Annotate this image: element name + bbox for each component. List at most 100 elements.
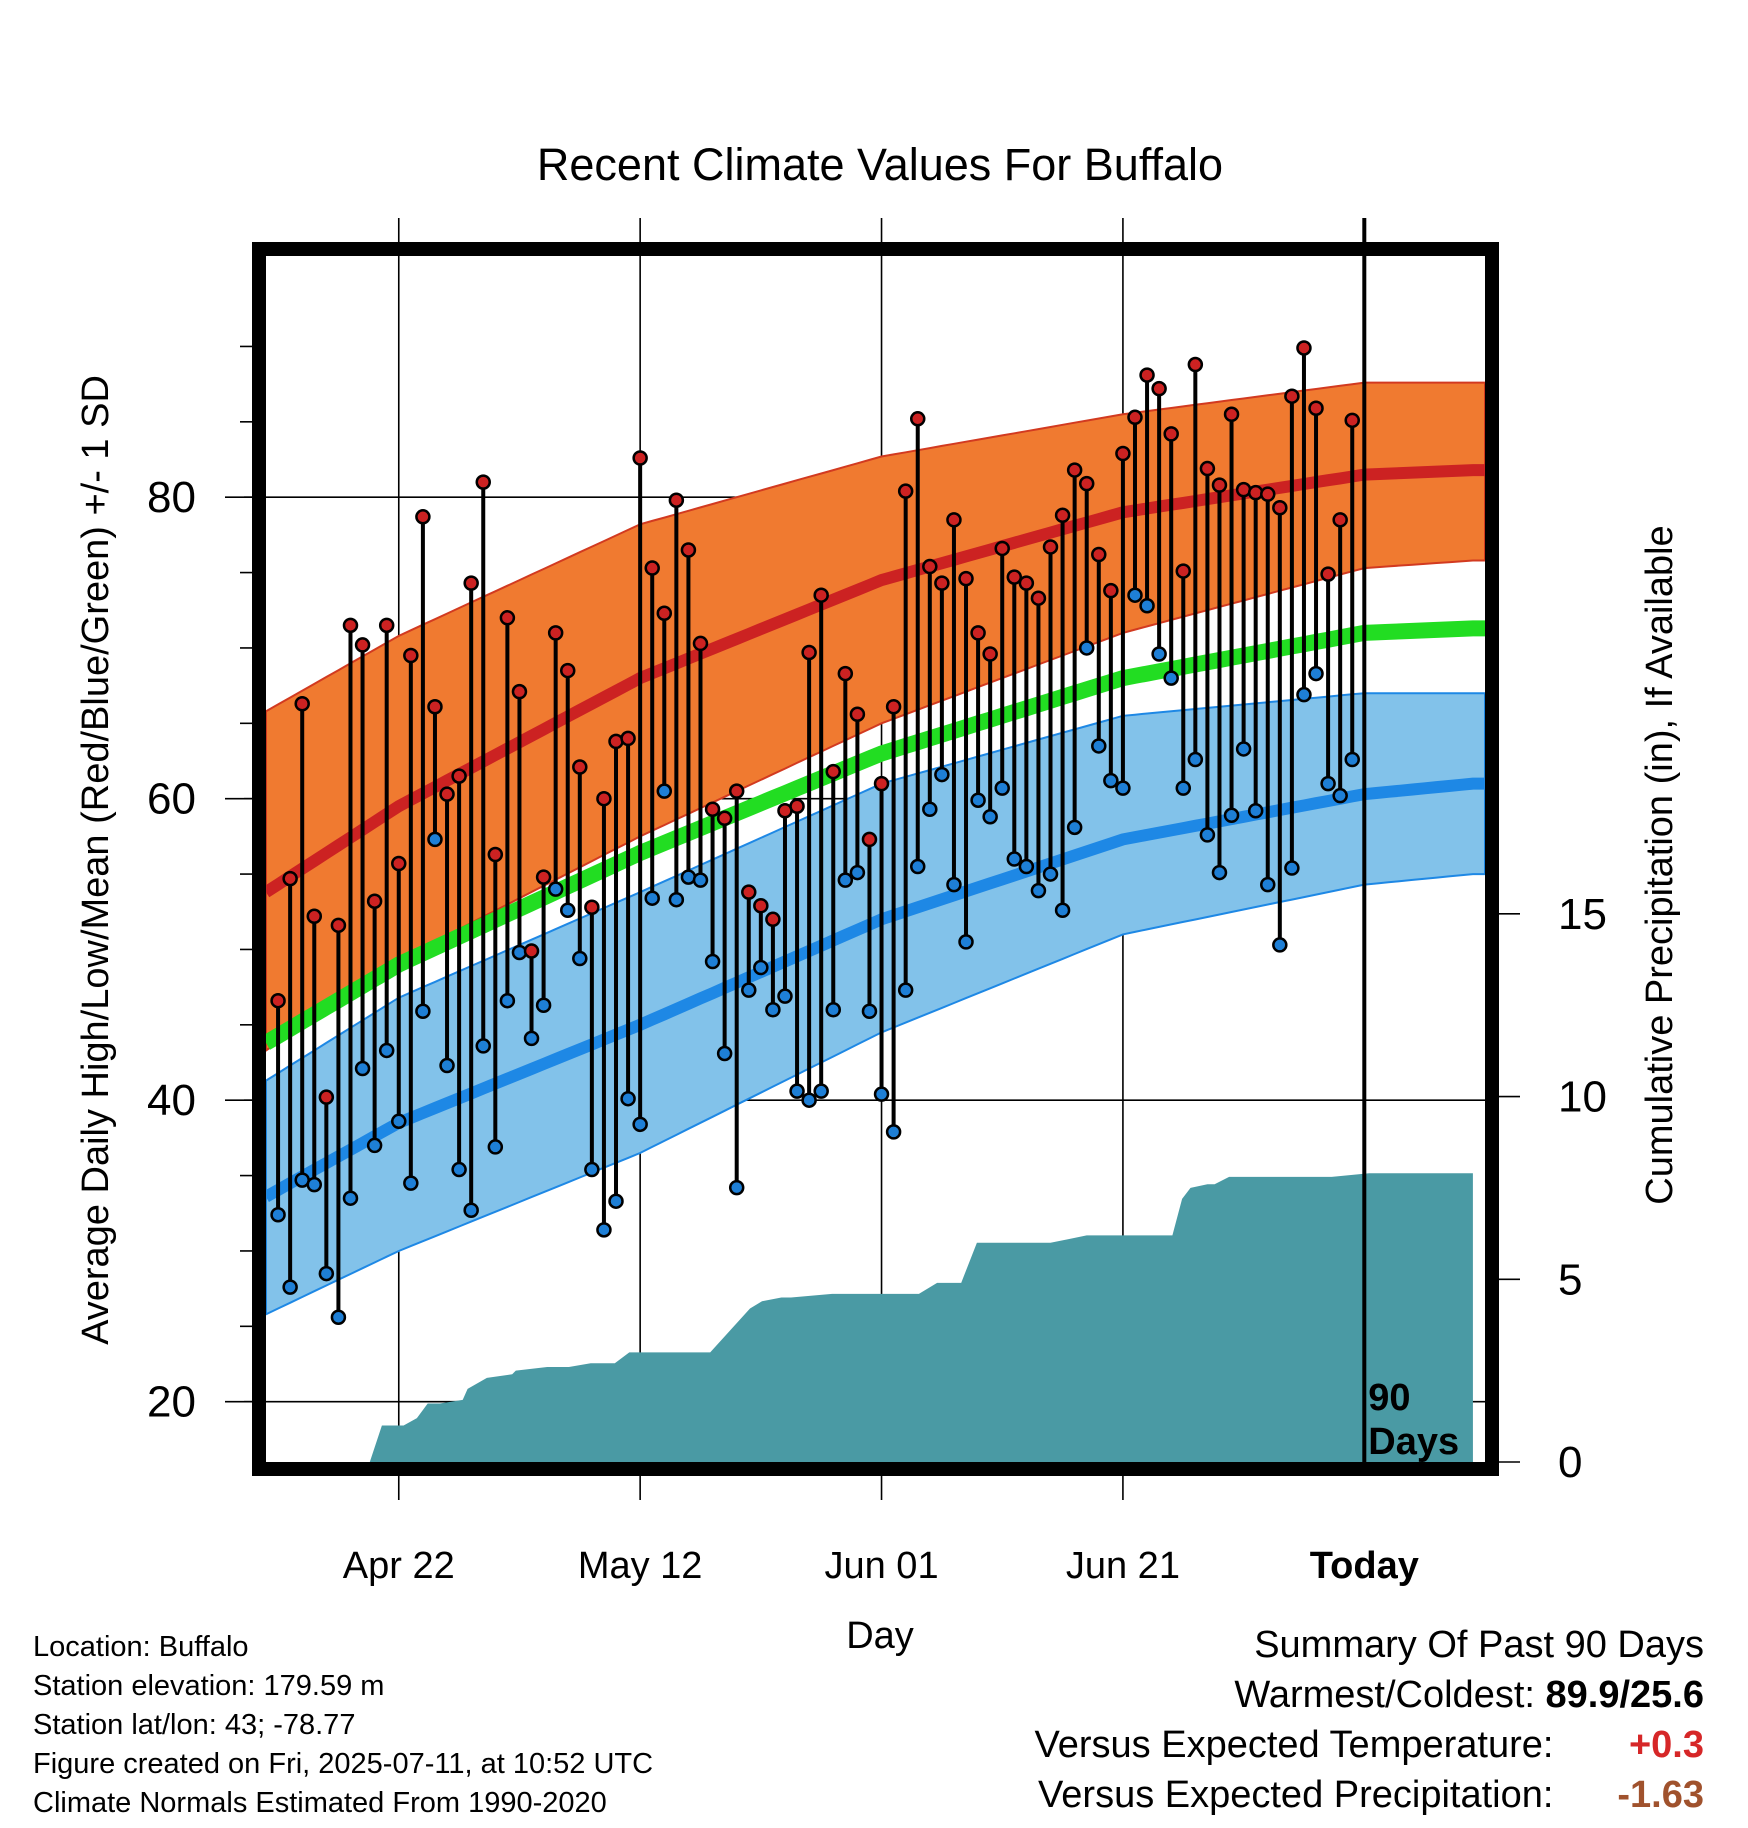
high-point (837, 665, 854, 682)
low-point (1139, 597, 1155, 614)
high-point (934, 575, 950, 591)
low-point (282, 1279, 298, 1295)
high-point (1078, 475, 1095, 492)
low-point (1187, 751, 1204, 768)
low-point (777, 988, 793, 1004)
low-point (1296, 686, 1312, 703)
station-info: Location: Buffalo Station elevation: 179… (33, 1628, 653, 1823)
high-point (692, 635, 709, 652)
high-point (704, 801, 721, 818)
high-point (1260, 486, 1276, 502)
high-point (741, 884, 757, 900)
low-point (873, 1086, 890, 1102)
high-point (523, 943, 540, 959)
low-point (656, 783, 673, 799)
low-point (692, 872, 709, 888)
low-point (728, 1179, 745, 1196)
high-point (1091, 546, 1107, 563)
low-point (982, 809, 998, 825)
high-point (306, 908, 323, 925)
high-point (572, 759, 588, 775)
today-days-number: 90 (1368, 1377, 1410, 1419)
high-point (958, 570, 974, 587)
y2-axis-label: Cumulative Precipitation (in), If Availa… (1639, 525, 1681, 1204)
low-point (1332, 787, 1348, 804)
low-point (1284, 860, 1300, 876)
low-point (1308, 665, 1324, 682)
high-point (1139, 367, 1155, 383)
daily-points (270, 340, 1360, 1326)
location-text: Location: Buffalo (33, 1631, 249, 1663)
high-point (982, 646, 998, 662)
y2-tick-label: 5 (1558, 1255, 1582, 1304)
x-tick-label: Jun 01 (824, 1545, 938, 1587)
low-point (559, 902, 576, 919)
high-point (1308, 400, 1324, 417)
low-point (487, 1139, 504, 1155)
low-point (354, 1060, 371, 1077)
low-point (1320, 775, 1336, 792)
low-point (439, 1057, 455, 1074)
high-point (1030, 590, 1047, 606)
low-point (753, 959, 769, 976)
low-point (1211, 864, 1228, 881)
y-tick-label: 60 (147, 775, 196, 824)
high-point (294, 695, 310, 712)
low-point (463, 1202, 479, 1218)
high-point (1175, 563, 1192, 579)
high-point (535, 869, 552, 885)
high-point (789, 798, 805, 814)
high-point (825, 763, 842, 780)
high-point (511, 683, 528, 700)
high-point (1272, 500, 1288, 516)
temp-value: +0.3 (1628, 1724, 1704, 1766)
high-point (391, 855, 407, 872)
low-point (535, 997, 552, 1013)
high-point (801, 644, 817, 661)
low-point (306, 1176, 323, 1193)
low-point (608, 1193, 624, 1209)
low-point (451, 1161, 467, 1178)
elevation-text: Station elevation: 179.59 m (33, 1670, 385, 1702)
y2-tick-label: 0 (1558, 1438, 1582, 1487)
precip-row: Versus Expected Precipitation: -1.63 (1035, 1770, 1704, 1820)
low-point (1030, 882, 1047, 899)
high-point (849, 706, 866, 723)
low-point (704, 953, 721, 970)
low-point (644, 890, 660, 906)
high-point (596, 790, 612, 807)
high-point (632, 450, 648, 466)
precipitation-area (266, 1173, 1473, 1462)
y-tick-label: 20 (147, 1378, 196, 1427)
axes: 20 40 60 80 0 5 10 15 Apr 22 May 12 Jun 01 Jun 21 To… (147, 345, 1607, 1587)
high-point (475, 474, 491, 490)
high-point (1344, 412, 1360, 429)
high-point (463, 575, 479, 591)
high-point (499, 610, 516, 626)
x-tick-label: Today (1310, 1545, 1419, 1587)
low-point (837, 872, 854, 888)
high-point (620, 730, 636, 747)
low-point (1006, 851, 1023, 867)
low-point (415, 1003, 431, 1020)
high-point (547, 625, 564, 641)
high-point (885, 698, 902, 715)
low-point (1163, 670, 1179, 686)
low-point (1078, 640, 1095, 656)
high-point (1199, 460, 1216, 477)
warm-cold-label: Warmest/Coldest: (1234, 1674, 1535, 1716)
high-point (427, 698, 443, 715)
low-point (897, 982, 914, 998)
x-tick-label: Apr 22 (343, 1545, 455, 1587)
high-point (946, 512, 962, 528)
low-point (922, 801, 938, 818)
high-point (656, 605, 673, 622)
low-point (716, 1045, 733, 1062)
high-point (1151, 380, 1167, 397)
high-point (487, 846, 504, 863)
high-point (970, 625, 986, 641)
high-point (909, 411, 926, 427)
low-point (572, 950, 588, 967)
low-point (1151, 646, 1167, 662)
